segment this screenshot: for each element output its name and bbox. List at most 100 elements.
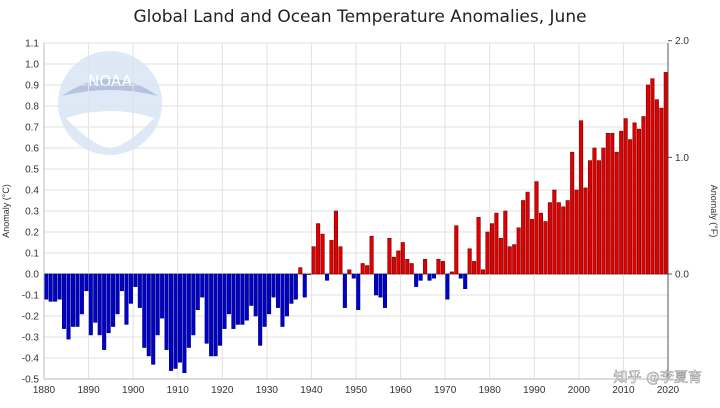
bar-1887 [75, 273, 80, 327]
bar-1982 [498, 238, 503, 275]
bar-1962 [409, 263, 414, 275]
bar-1933 [280, 273, 285, 327]
bar-1981 [494, 212, 499, 275]
bar-1955 [378, 273, 383, 298]
bar-1935 [289, 273, 294, 304]
bar-1894 [106, 273, 111, 334]
bar-1998 [570, 151, 575, 275]
bar-1975 [467, 248, 472, 275]
y-axis-label-right: Anomaly (°F) [709, 185, 719, 238]
y-tick-label-right: 1.0 [675, 153, 689, 164]
y-tick-label-left: 0.0 [25, 270, 39, 281]
bar-1896 [115, 273, 120, 315]
x-tick-label: 1990 [523, 385, 546, 396]
bar-1941 [316, 223, 321, 275]
y-tick-label-left: -0.4 [22, 354, 40, 365]
bar-1939 [307, 273, 312, 275]
bar-1928 [258, 273, 263, 346]
bar-2017 [654, 99, 659, 275]
bar-1948 [347, 269, 352, 275]
bar-1940 [311, 246, 316, 275]
bar-1925 [244, 273, 249, 321]
bar-1922 [231, 273, 236, 329]
bar-1900 [133, 273, 138, 287]
bar-1915 [200, 273, 205, 298]
bar-1995 [556, 202, 561, 275]
bar-1913 [191, 273, 196, 336]
bar-1984 [507, 246, 512, 275]
bar-1974 [463, 273, 468, 289]
bar-1966 [427, 273, 432, 281]
x-tick-label: 1890 [77, 385, 100, 396]
bar-1927 [253, 273, 258, 317]
bar-1956 [382, 273, 388, 308]
bar-1914 [195, 273, 200, 311]
bar-1912 [186, 273, 191, 348]
bar-1999 [574, 189, 579, 275]
bar-1947 [342, 273, 347, 308]
bar-1891 [93, 273, 98, 323]
bar-1888 [79, 273, 84, 315]
bar-1906 [160, 273, 165, 319]
bar-2006 [605, 133, 610, 275]
x-tick-label: 2010 [612, 385, 635, 396]
bar-1990 [534, 181, 539, 275]
bar-1899 [128, 273, 133, 304]
bar-1958 [391, 256, 396, 275]
x-tick-label: 1910 [167, 385, 190, 396]
x-tick-label: 1920 [211, 385, 234, 396]
bar-1881 [48, 273, 53, 302]
bar-2014 [641, 116, 646, 275]
x-tick-label: 1880 [33, 385, 56, 396]
bar-1936 [293, 273, 298, 300]
bar-1979 [485, 231, 490, 275]
y-tick-label-right: 0.0 [675, 270, 689, 281]
bar-1973 [458, 273, 463, 279]
y-tick-label-left: 0.8 [25, 102, 39, 113]
bar-1937 [298, 267, 303, 275]
x-tick-label: 2000 [568, 385, 591, 396]
bar-1917 [209, 273, 214, 357]
bar-1929 [262, 273, 267, 327]
bar-1921 [226, 273, 232, 315]
bar-1944 [329, 240, 334, 275]
bar-1883 [57, 273, 62, 300]
bar-1886 [70, 273, 76, 327]
bars [44, 72, 668, 373]
bar-1885 [66, 273, 71, 340]
bar-1945 [333, 210, 338, 275]
bar-1996 [561, 206, 566, 275]
bar-1964 [418, 273, 423, 281]
bar-1951 [360, 263, 365, 275]
bar-1971 [449, 271, 454, 275]
bar-2008 [614, 151, 619, 275]
y-tick-label-left: 0.6 [25, 144, 39, 155]
y-tick-label-left: -0.3 [22, 333, 40, 344]
bar-1986 [516, 227, 521, 275]
bar-1972 [454, 225, 459, 275]
bar-1983 [503, 210, 508, 275]
bar-2016 [650, 78, 655, 275]
bar-1904 [151, 273, 156, 365]
y-tick-label-left: 0.7 [25, 123, 39, 134]
bar-1967 [431, 273, 437, 279]
bar-1890 [88, 273, 93, 336]
bar-1893 [102, 273, 107, 350]
x-tick-label: 2020 [657, 385, 680, 396]
noaa-logo: NOAA [58, 51, 162, 155]
bar-1988 [525, 191, 530, 275]
bar-1924 [240, 273, 245, 325]
bar-2010 [623, 118, 628, 275]
bar-2004 [596, 160, 601, 275]
y-tick-label-left: 1.1 [25, 39, 39, 50]
bar-1919 [218, 273, 223, 346]
bar-1918 [213, 273, 218, 357]
bar-2005 [601, 147, 606, 275]
bar-1963 [414, 273, 419, 287]
x-tick-label: 1980 [479, 385, 502, 396]
y-tick-label-left: -0.2 [22, 312, 40, 323]
bar-2003 [592, 147, 597, 275]
bar-1959 [396, 250, 401, 275]
bar-1932 [275, 273, 281, 308]
